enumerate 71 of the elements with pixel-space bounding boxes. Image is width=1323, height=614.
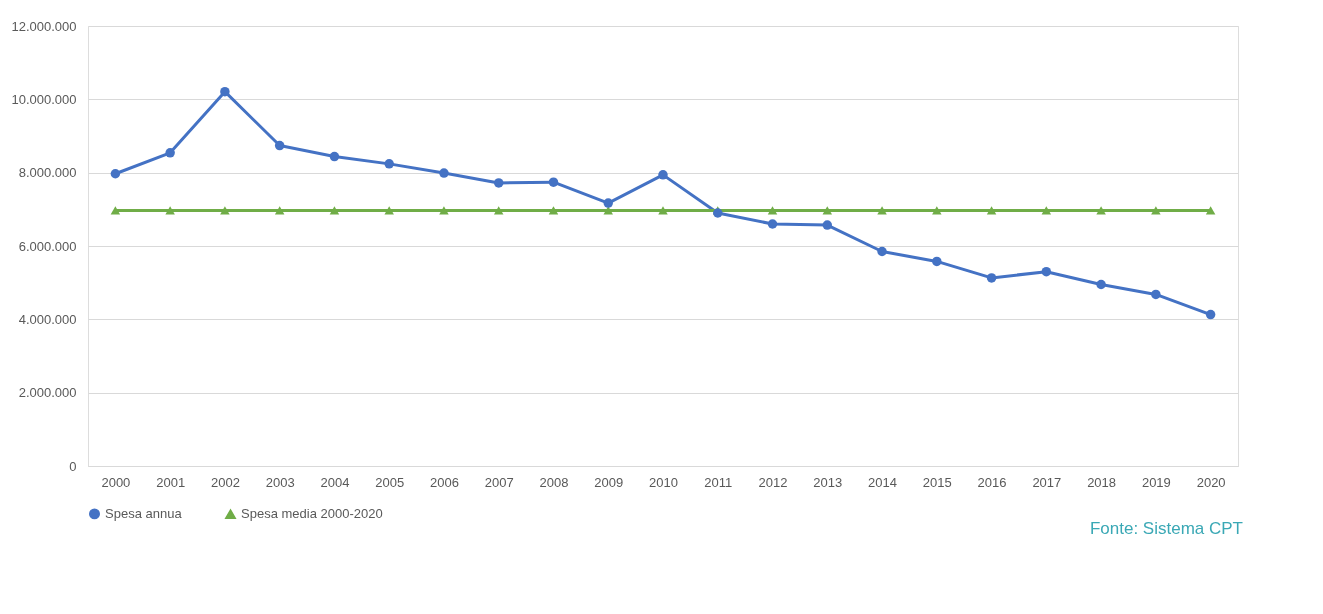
x-tick-label: 2014 [868,474,898,490]
point [110,169,121,179]
point [603,206,613,215]
x-tick-label: 2013 [813,474,843,490]
point [986,206,997,215]
point [932,206,942,215]
point [493,178,504,188]
point [274,206,285,215]
point [877,206,887,215]
legend-label: Spesa media 2000-2020 [241,506,383,522]
x-tick-label: 2017 [1032,474,1062,490]
x-tick-label: 2008 [539,474,569,490]
x-tick-label: 2001 [156,474,186,490]
point [493,206,504,215]
y-tick-label: 6.000.000 [18,238,77,254]
point [548,177,559,187]
point [658,170,668,180]
point [1041,266,1052,277]
point [658,206,668,215]
point [932,256,942,267]
x-tick-label: 2011 [704,474,733,490]
x-tick-label: 2010 [649,474,678,490]
point [1096,206,1106,215]
y-tick-label: 4.000.000 [18,311,77,327]
point [1151,289,1161,300]
legend-label: Spesa annua [105,505,183,521]
x-tick-label: 2005 [375,474,405,490]
point [274,140,285,151]
x-tick-label: 2002 [210,474,240,490]
point [110,206,121,215]
point [220,206,230,215]
x-tick-label: 2009 [594,474,624,490]
x-tick-label: 2019 [1141,474,1171,490]
point [1096,279,1106,290]
point [329,206,340,215]
y-tick-label: 0 [69,458,77,474]
point [603,198,613,208]
point [1205,206,1216,215]
point [767,219,778,229]
y-tick-label: 2.000.000 [18,385,77,401]
x-tick-label: 2003 [265,474,295,490]
x-tick-label: 2007 [484,474,514,490]
point [439,206,449,215]
point [384,159,394,169]
source-note: Fonte: Sistema CPT [1089,519,1243,538]
x-tick-label: 2012 [758,474,788,490]
point [439,168,449,178]
point [1151,206,1161,215]
x-tick-label: 2015 [922,474,952,490]
point [877,246,887,257]
x-tick-label: 2018 [1087,474,1117,490]
x-tick-label: 2004 [320,474,350,490]
y-tick-label: 10.000.000 [11,91,77,107]
point [1205,309,1216,320]
point [329,151,340,162]
x-tick-label: 2016 [977,474,1007,490]
point [384,206,394,215]
point [165,206,175,215]
point [822,220,833,230]
point [548,206,559,215]
point [986,273,997,283]
y-tick-label: 12.000.000 [11,18,77,34]
point [220,86,230,97]
y-tick-label: 8.000.000 [18,165,77,181]
point [165,148,175,158]
x-tick-label: 2000 [101,474,131,490]
point [822,206,833,215]
x-tick-label: 2020 [1196,474,1226,490]
x-tick-label: 2006 [429,474,459,490]
point [767,206,778,215]
point [1041,206,1052,215]
